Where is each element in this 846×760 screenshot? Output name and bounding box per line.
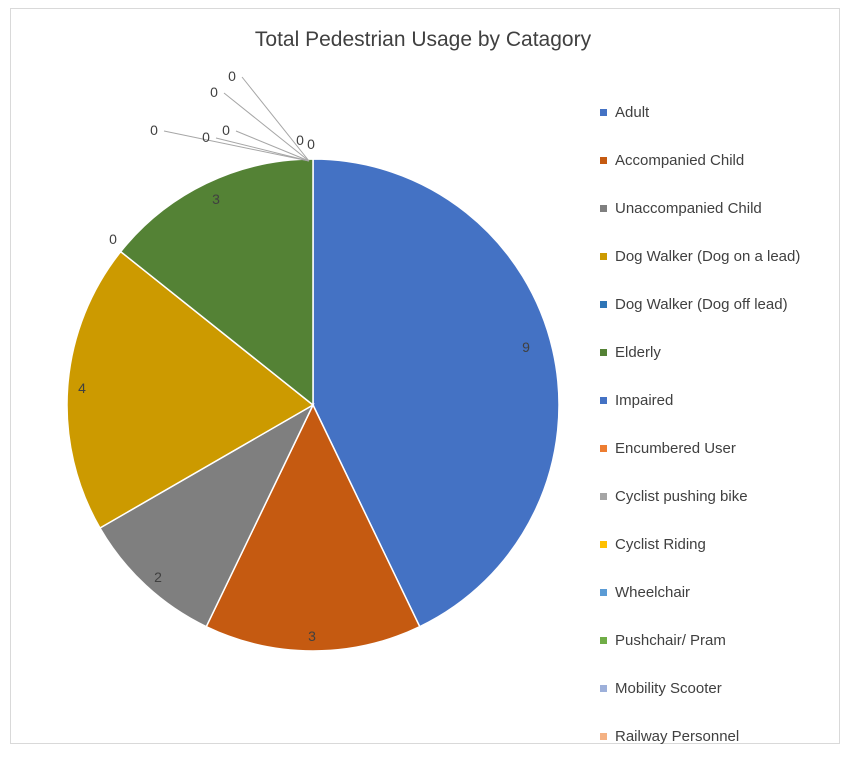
data-label-accompanied-child: 3 <box>308 628 316 644</box>
legend-swatch <box>600 204 607 212</box>
data-label-pushchair-pram: 0 <box>296 132 304 148</box>
leader-line-wheelchair <box>241 76 310 162</box>
legend-item-railway-personnel: Railway Personnel <box>600 712 840 760</box>
legend-label: Cyclist pushing bike <box>615 487 748 505</box>
data-label-cyclist-pushing-bike: 0 <box>222 122 230 138</box>
data-label-wheelchair: 0 <box>228 68 236 84</box>
legend-label: Elderly <box>615 343 661 361</box>
data-label-impaired: 0 <box>150 122 158 138</box>
data-label-unaccompanied-child: 2 <box>154 569 162 585</box>
legend-item-dog-walker-dog-on-a-lead: Dog Walker (Dog on a lead) <box>600 232 840 280</box>
leader-lines <box>163 76 310 162</box>
data-label-dog-walker-dog-on-a-lead: 4 <box>78 380 86 396</box>
leader-line-cyclist-riding <box>223 92 310 162</box>
legend-label: Pushchair/ Pram <box>615 631 726 649</box>
data-label-mobility-scooter: 0 <box>307 136 315 152</box>
pie-slice-elderly <box>119 158 314 407</box>
pie-slice-adult <box>312 158 560 628</box>
legend-item-adult: Adult <box>600 88 840 136</box>
legend-label: Accompanied Child <box>615 151 745 169</box>
legend-item-accompanied-child: Accompanied Child <box>600 136 840 184</box>
legend-item-mobility-scooter: Mobility Scooter <box>600 664 840 712</box>
legend-swatch <box>600 444 607 452</box>
pie-slice-accompanied-child <box>205 403 421 652</box>
legend-item-pushchair-pram: Pushchair/ Pram <box>600 616 840 664</box>
legend-swatch <box>600 252 607 260</box>
legend-swatch <box>600 684 607 692</box>
leader-line-cyclist-pushing-bike <box>235 130 310 162</box>
legend-item-impaired: Impaired <box>600 376 840 424</box>
legend-item-dog-walker-dog-off-lead: Dog Walker (Dog off lead) <box>600 280 840 328</box>
legend-label: Dog Walker (Dog on a lead) <box>615 247 801 265</box>
legend: Adult Accompanied Child Unaccompanied Chil… <box>600 88 840 760</box>
legend-item-cyclist-pushing-bike: Cyclist pushing bike <box>600 472 840 520</box>
pie-slice-dog-walker-dog-on-a-lead <box>66 250 315 530</box>
legend-label: Encumbered User <box>615 439 736 457</box>
legend-label: Cyclist Riding <box>615 535 706 553</box>
legend-swatch <box>600 588 607 596</box>
legend-swatch <box>600 732 607 740</box>
data-label-adult: 9 <box>522 339 530 355</box>
legend-label: Impaired <box>615 391 674 409</box>
legend-label: Wheelchair <box>615 583 691 601</box>
pie-slice-unaccompanied-child <box>98 403 315 628</box>
legend-swatch <box>600 156 607 164</box>
legend-item-encumbered-user: Encumbered User <box>600 424 840 472</box>
data-label-encumbered-user: 0 <box>202 129 210 145</box>
legend-label: Unaccompanied Child <box>615 199 762 217</box>
data-label-elderly: 3 <box>212 191 220 207</box>
leader-line-encumbered-user <box>215 137 310 162</box>
leader-line-impaired <box>163 130 310 162</box>
legend-item-elderly: Elderly <box>600 328 840 376</box>
legend-swatch <box>600 108 607 116</box>
legend-swatch <box>600 300 607 308</box>
legend-item-cyclist-riding: Cyclist Riding <box>600 520 840 568</box>
legend-swatch <box>600 492 607 500</box>
legend-item-unaccompanied-child: Unaccompanied Child <box>600 184 840 232</box>
legend-label: Dog Walker (Dog off lead) <box>615 295 788 313</box>
legend-label: Railway Personnel <box>615 727 740 745</box>
pie-slices <box>66 158 560 652</box>
legend-item-wheelchair: Wheelchair <box>600 568 840 616</box>
data-label-dog-walker-dog-off-lead: 0 <box>109 231 117 247</box>
chart-title: Total Pedestrian Usage by Catagory <box>254 28 592 51</box>
legend-label: Adult <box>615 103 650 121</box>
legend-swatch <box>600 636 607 644</box>
legend-swatch <box>600 348 607 356</box>
legend-swatch <box>600 396 607 404</box>
legend-label: Mobility Scooter <box>615 679 722 697</box>
data-label-cyclist-riding: 0 <box>210 84 218 100</box>
legend-swatch <box>600 540 607 548</box>
